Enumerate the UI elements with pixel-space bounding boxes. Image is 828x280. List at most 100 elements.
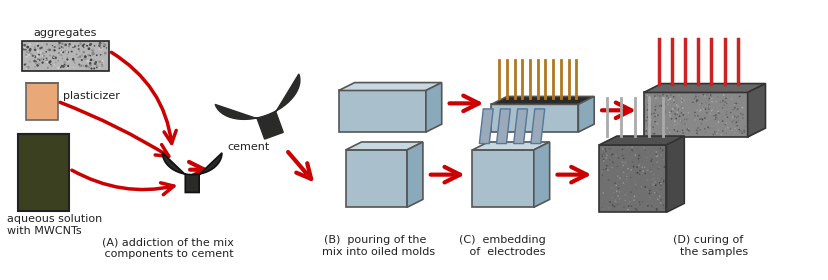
- Point: [99, 42, 112, 47]
- Point: [691, 131, 704, 136]
- Point: [644, 204, 657, 208]
- Point: [60, 50, 74, 55]
- Point: [674, 96, 687, 101]
- Point: [53, 46, 66, 51]
- Point: [57, 64, 70, 69]
- Point: [630, 165, 643, 169]
- Point: [669, 116, 682, 121]
- Text: plasticizer: plasticizer: [62, 92, 119, 101]
- Point: [56, 50, 70, 54]
- Point: [735, 130, 749, 134]
- Point: [676, 113, 689, 117]
- Polygon shape: [339, 83, 441, 90]
- Point: [645, 97, 658, 102]
- Point: [720, 105, 733, 109]
- Point: [80, 43, 94, 48]
- Point: [616, 170, 629, 174]
- Point: [36, 51, 50, 56]
- Point: [658, 109, 672, 113]
- Point: [19, 53, 32, 57]
- Point: [674, 111, 687, 115]
- Point: [636, 169, 649, 173]
- Point: [662, 110, 676, 115]
- Point: [675, 128, 688, 132]
- Text: (D) curing of
  the samples: (D) curing of the samples: [672, 235, 748, 257]
- Point: [657, 206, 670, 211]
- Point: [654, 103, 667, 108]
- Point: [22, 51, 36, 56]
- Point: [621, 167, 634, 171]
- Polygon shape: [339, 90, 426, 132]
- Point: [654, 93, 667, 98]
- Point: [84, 66, 98, 71]
- Point: [630, 171, 643, 175]
- Point: [688, 118, 701, 122]
- Point: [703, 95, 716, 100]
- Point: [18, 45, 31, 50]
- Point: [79, 54, 92, 59]
- Point: [67, 59, 80, 63]
- Point: [667, 98, 680, 103]
- Point: [596, 158, 609, 162]
- Point: [612, 190, 625, 194]
- Point: [653, 181, 667, 186]
- Point: [608, 181, 621, 186]
- Polygon shape: [22, 41, 109, 71]
- Point: [599, 153, 613, 157]
- Point: [95, 64, 108, 68]
- Point: [690, 130, 703, 134]
- Point: [632, 159, 645, 163]
- Point: [654, 160, 667, 165]
- Point: [684, 94, 697, 99]
- Point: [643, 195, 656, 200]
- Point: [653, 146, 667, 150]
- Point: [709, 130, 722, 134]
- Point: [53, 65, 66, 69]
- Point: [662, 130, 676, 135]
- Point: [604, 186, 618, 190]
- Point: [94, 41, 107, 45]
- Point: [55, 53, 68, 57]
- Point: [648, 183, 662, 187]
- Point: [90, 53, 104, 57]
- Point: [619, 161, 632, 165]
- Point: [93, 59, 106, 64]
- Point: [687, 110, 700, 115]
- Polygon shape: [578, 96, 594, 132]
- Point: [59, 49, 72, 54]
- Point: [728, 108, 741, 112]
- Point: [55, 48, 69, 53]
- Point: [628, 153, 641, 157]
- Point: [713, 100, 726, 104]
- Point: [655, 148, 668, 153]
- Point: [712, 109, 725, 113]
- Point: [41, 47, 54, 52]
- Point: [48, 45, 61, 50]
- Point: [641, 204, 654, 208]
- Point: [652, 116, 666, 120]
- Point: [655, 97, 668, 102]
- Point: [52, 43, 65, 48]
- Point: [620, 207, 633, 212]
- Point: [617, 205, 630, 210]
- Point: [97, 41, 110, 46]
- Point: [661, 97, 674, 101]
- Point: [86, 48, 99, 52]
- Point: [681, 111, 694, 115]
- Point: [609, 183, 622, 188]
- Point: [62, 50, 75, 54]
- Polygon shape: [345, 150, 407, 207]
- Point: [638, 94, 652, 99]
- Point: [657, 165, 670, 169]
- Point: [676, 106, 689, 110]
- Point: [95, 62, 108, 67]
- Point: [727, 130, 740, 135]
- Point: [718, 122, 731, 127]
- Polygon shape: [426, 83, 441, 132]
- Point: [646, 125, 659, 129]
- Point: [677, 110, 691, 115]
- Point: [93, 47, 106, 52]
- Point: [621, 204, 634, 208]
- Text: (B)  pouring of the
  mix into oiled molds: (B) pouring of the mix into oiled molds: [315, 235, 435, 257]
- Point: [599, 156, 612, 160]
